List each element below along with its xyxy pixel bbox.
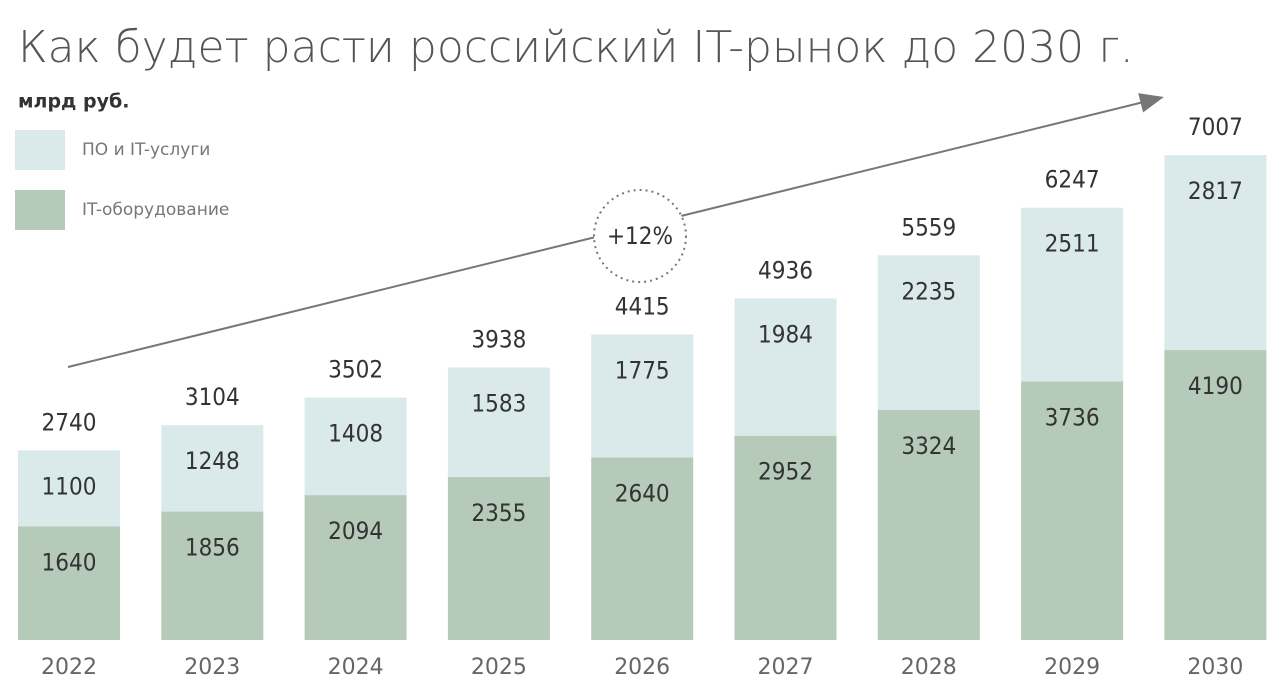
bar-segment <box>877 409 980 640</box>
bar-segment <box>877 255 980 410</box>
value-label: 1408 <box>328 420 383 448</box>
growth-annotation: +12% <box>607 222 673 250</box>
x-tick-label: 2027 <box>758 655 814 680</box>
chart-title: Как будет расти российский IT-рынок до 2… <box>18 22 1134 73</box>
x-tick-label: 2029 <box>1044 655 1100 680</box>
value-label: 1775 <box>615 356 670 384</box>
chart-subtitle: млрд руб. <box>18 91 129 113</box>
bar-segment <box>1021 381 1124 640</box>
bar-segment <box>304 495 407 640</box>
value-label: 2952 <box>758 458 813 486</box>
bar-segment <box>18 526 120 640</box>
legend-label: IT-оборудование <box>82 200 229 220</box>
bar-segment <box>734 435 837 640</box>
total-label: 4936 <box>758 256 813 284</box>
bar-segment <box>447 367 550 478</box>
value-label: 2817 <box>1188 177 1243 205</box>
value-label: 2094 <box>328 517 383 545</box>
x-tick-label: 2024 <box>328 655 384 680</box>
x-tick-label: 2022 <box>41 655 97 680</box>
bar-segment <box>161 425 264 512</box>
value-label: 2511 <box>1045 230 1100 258</box>
total-label: 5559 <box>901 213 956 241</box>
bar-segment <box>1164 155 1267 351</box>
total-label: 3502 <box>328 356 383 384</box>
value-label: 1248 <box>185 447 240 475</box>
value-label: 3324 <box>901 432 956 460</box>
value-label: 1640 <box>42 549 97 577</box>
growth-circle <box>593 189 687 283</box>
bar-segment <box>161 511 264 640</box>
bar-segment <box>18 450 120 527</box>
value-label: 1100 <box>42 472 97 500</box>
bar-segment <box>1164 350 1267 640</box>
x-tick-label: 2026 <box>614 655 670 680</box>
value-label: 4190 <box>1188 372 1243 400</box>
value-label: 3736 <box>1045 403 1100 431</box>
value-label: 1984 <box>758 320 813 348</box>
legend-swatch <box>15 130 65 170</box>
total-label: 3938 <box>471 325 526 353</box>
total-label: 7007 <box>1188 113 1243 141</box>
x-tick-label: 2025 <box>471 655 527 680</box>
value-label: 2355 <box>471 499 526 527</box>
legend-swatch <box>15 190 65 230</box>
legend-label: ПО и IT-услуги <box>82 140 210 160</box>
total-label: 6247 <box>1045 166 1100 194</box>
value-label: 1856 <box>185 534 240 562</box>
bar-segment <box>591 334 694 458</box>
total-label: 3104 <box>185 383 240 411</box>
bar-segment <box>734 298 837 436</box>
bar-segment <box>304 397 407 496</box>
bar-segment <box>1021 207 1124 382</box>
x-tick-label: 2028 <box>901 655 957 680</box>
total-label: 4415 <box>615 292 670 320</box>
x-tick-label: 2030 <box>1187 655 1243 680</box>
total-label: 2740 <box>42 408 97 436</box>
bar-segment <box>591 457 694 640</box>
value-label: 2640 <box>615 479 670 507</box>
x-tick-label: 2023 <box>184 655 240 680</box>
value-label: 2235 <box>901 277 956 305</box>
value-label: 1583 <box>471 389 526 417</box>
bar-segment <box>447 477 550 640</box>
